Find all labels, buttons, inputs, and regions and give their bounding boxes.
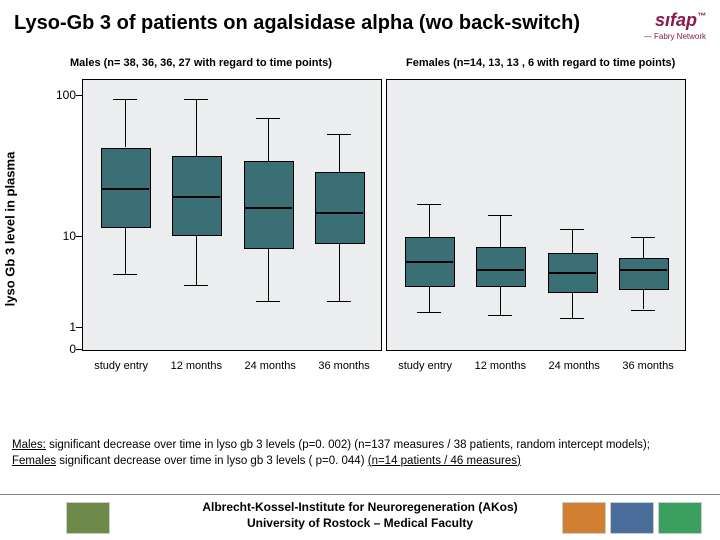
whisker-cap [488,315,512,316]
median-line [405,261,453,263]
whisker-cap [631,310,655,311]
y-tick-mark [76,327,82,328]
logo-sub: — Fabry Network [644,32,706,41]
y-axis-label: lyso Gb 3 level in plasma [3,152,18,307]
footer-thumb-r3 [658,502,702,534]
y-tick-mark [76,236,82,237]
x-tick-label: 36 months [318,360,369,372]
findings-females-text: significant decrease over time in lyso g… [56,455,368,467]
whisker [268,247,269,301]
x-tick-label: study entry [94,360,148,372]
boxplot-panel-males: study entry12 months24 months36 months [82,79,382,351]
whisker [125,99,126,148]
whisker-cap [327,301,351,302]
median-line [476,269,524,271]
whisker-cap [631,237,655,238]
x-tick-label: 24 months [548,360,599,372]
whisker [125,226,126,275]
boxplot-panel-females: study entry12 months24 months36 months [386,79,686,351]
box [476,247,526,287]
findings-females-n: (n=14 patients / 46 measures) [368,455,521,467]
x-axis-labels: study entry 12 months 24 months 36 months [83,360,381,372]
whisker [196,234,197,285]
findings-males-text: significant decrease over time in lyso g… [46,439,650,451]
footer-line1: Albrecht-Kossel-Institute for Neuroregen… [202,500,517,514]
median-line [172,196,220,198]
whisker [196,99,197,156]
y-axis-ticks: 1001010 [44,79,80,349]
whisker [339,242,340,301]
y-tick-mark [76,95,82,96]
logo-tm: ™ [697,11,706,21]
whisker-cap [113,99,137,100]
whisker [500,285,501,315]
box [244,161,294,249]
y-tick-mark [76,349,82,350]
females-panel-title: Females (n=14, 13, 13 , 6 with regard to… [390,57,675,69]
footer-line2: University of Rostock – Medical Faculty [247,516,473,530]
median-line [619,269,667,271]
findings-text: Males: significant decrease over time in… [12,438,708,469]
footer-thumb-r2 [610,502,654,534]
plot-panels: study entry12 months24 months36 monthsst… [82,79,686,351]
whisker-cap [184,99,208,100]
panel-labels: Males (n= 38, 36, 36, 27 with regard to … [26,57,720,69]
x-tick-label: 36 months [622,360,673,372]
whisker [572,229,573,253]
whisker-cap [327,134,351,135]
x-tick-label: 12 months [171,360,222,372]
whisker [500,215,501,247]
footer-rule [0,494,720,495]
logo-main: sıfap™ [655,10,706,31]
y-tick-label: 100 [56,88,76,102]
y-tick-label: 1 [69,320,76,334]
x-tick-label: 12 months [475,360,526,372]
whisker [643,237,644,259]
whisker-cap [113,274,137,275]
findings-females-label: Females [12,455,56,467]
y-tick-label: 10 [63,229,76,243]
whisker-cap [417,204,441,205]
box [619,258,669,290]
whisker [339,134,340,172]
whisker [429,285,430,312]
whisker-cap [417,312,441,313]
whisker [572,291,573,318]
box [315,172,365,244]
median-line [101,188,149,190]
median-line [315,212,363,214]
median-line [244,207,292,209]
whisker [429,204,430,236]
whisker-cap [560,229,584,230]
footer-thumb-r1 [562,502,606,534]
whisker-cap [256,301,280,302]
y-tick-label: 0 [69,342,76,356]
whisker [268,118,269,161]
slide-title: Lyso-Gb 3 of patients on agalsidase alph… [0,0,720,39]
median-line [548,272,596,274]
footer-thumb-left [66,502,110,534]
findings-males-label: Males: [12,439,46,451]
chart-area: lyso Gb 3 level in plasma 1001010 study … [20,69,700,389]
logo-text: sıfap [655,10,697,30]
whisker-cap [488,215,512,216]
x-tick-label: 24 months [244,360,295,372]
whisker-cap [560,318,584,319]
whisker-cap [184,285,208,286]
males-panel-title: Males (n= 38, 36, 36, 27 with regard to … [26,57,390,69]
x-tick-label: study entry [398,360,452,372]
whisker-cap [256,118,280,119]
whisker [643,288,644,310]
x-axis-labels: study entry 12 months 24 months 36 months [387,360,685,372]
